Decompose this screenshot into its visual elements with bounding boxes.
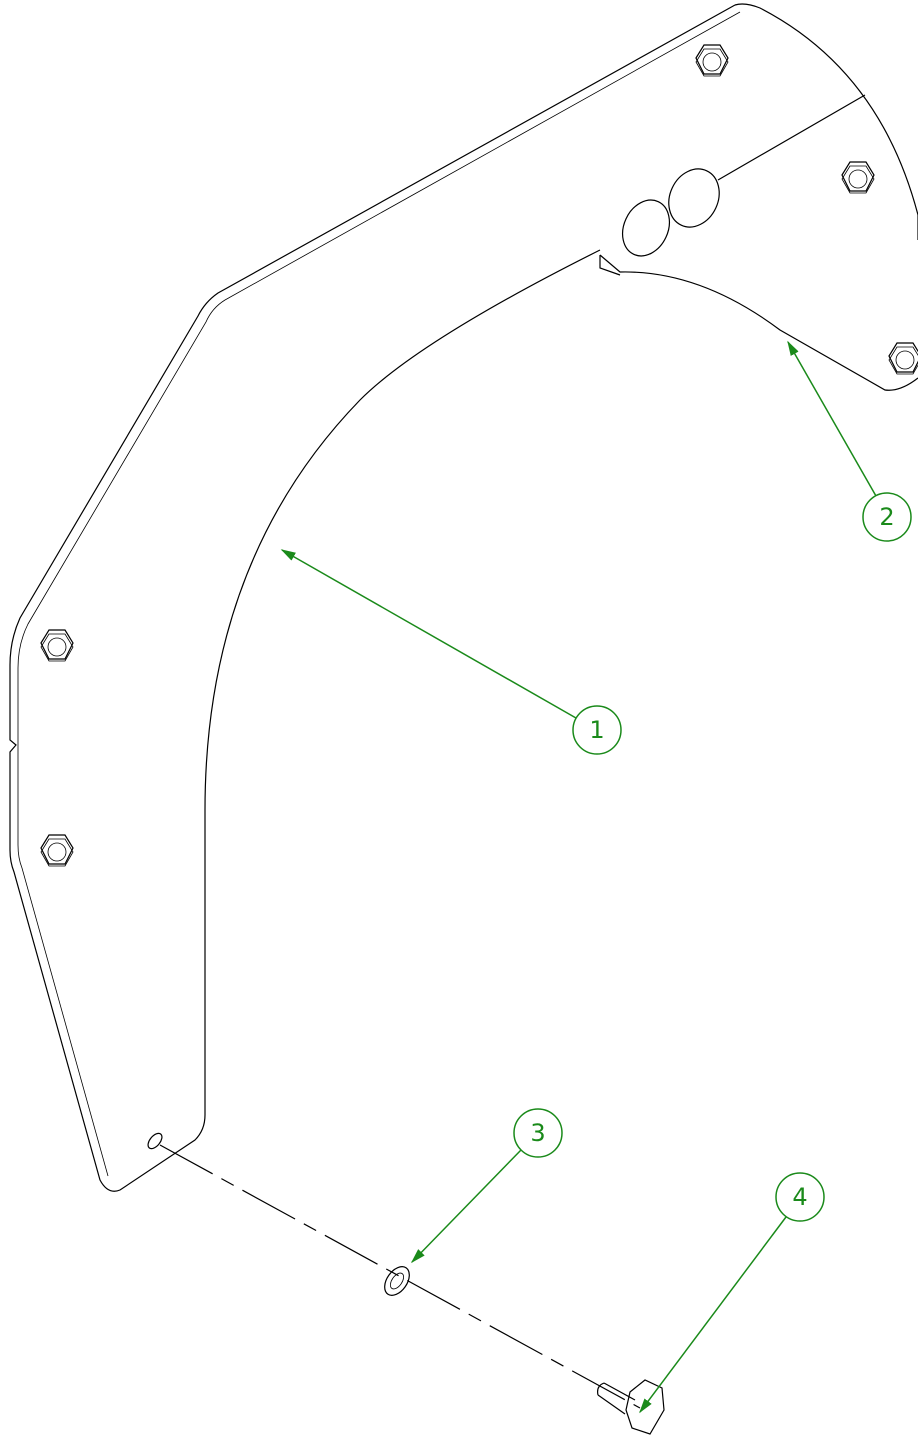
callout-label: 3 (530, 1119, 545, 1147)
leader-line (640, 1217, 786, 1412)
cover-plate (10, 4, 918, 1191)
callout-4: 4 (640, 1173, 824, 1412)
assembly-axis (160, 1145, 640, 1408)
callout-label: 4 (792, 1183, 807, 1211)
leader-line (282, 550, 576, 718)
leader-line (788, 342, 876, 496)
bracket (600, 95, 918, 390)
callout-2: 2 (788, 342, 911, 541)
callout-label: 2 (879, 503, 894, 531)
callout-3: 3 (412, 1109, 562, 1262)
callout-label: 1 (589, 716, 604, 744)
screw (598, 1380, 664, 1434)
parts-diagram: 1 2 3 4 (0, 0, 918, 1441)
bolt-heads (41, 45, 918, 866)
page: 1 2 3 4 (() => { const data = JSON.parse… (0, 0, 918, 1441)
callout-1: 1 (282, 550, 621, 754)
leader-line (412, 1150, 521, 1262)
